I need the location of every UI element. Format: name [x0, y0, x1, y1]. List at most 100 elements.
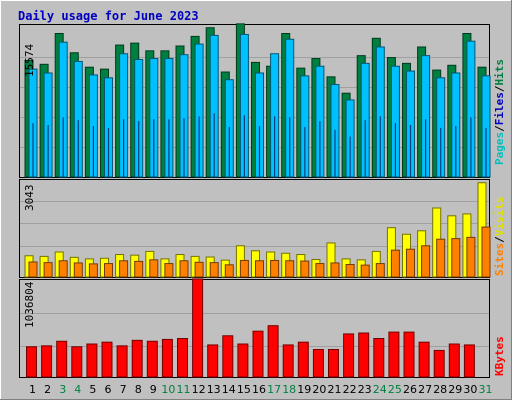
side-legend-label: Hits [493, 59, 506, 86]
day-label: 4 [74, 383, 81, 396]
sites-bar [436, 238, 446, 278]
sites-bar [73, 262, 83, 278]
kbytes-bars [26, 278, 475, 378]
sites-bar [451, 238, 461, 278]
side-legend-label: / [493, 236, 506, 243]
day-label: 17 [267, 383, 281, 396]
kbytes-bar [41, 345, 53, 378]
kbytes-side-legend: KBytes [493, 336, 506, 376]
day-label: 29 [448, 383, 462, 396]
usage-bars [24, 23, 491, 178]
visits-ymax-label: 3043 [23, 185, 36, 212]
kbytes-bar [312, 349, 324, 378]
side-legend-label: / [493, 85, 506, 92]
kbytes-bar [116, 345, 128, 378]
day-label: 3 [59, 383, 66, 396]
usage-ymax-label: 15574 [23, 44, 36, 77]
sites-bar [239, 259, 249, 278]
visits-bars [24, 182, 491, 278]
kbytes-bar [56, 340, 68, 378]
visits-side-legend: Sites/Visits [493, 197, 506, 277]
day-label: 1 [29, 383, 36, 396]
day-label: 26 [403, 383, 417, 396]
side-legend-label: Sites [493, 243, 506, 276]
kbytes-bar [177, 338, 188, 378]
day-label: 7 [120, 383, 127, 396]
kbytes-bar [297, 341, 309, 378]
sites-bar [421, 245, 431, 278]
sites-bar [481, 226, 491, 278]
day-label: 27 [418, 383, 432, 396]
kbytes-bar [388, 331, 400, 378]
kbytes-bar [146, 340, 158, 378]
chart-title: Daily usage for June 2023 [18, 9, 199, 23]
day-label: 11 [177, 383, 191, 396]
day-label: 15 [237, 383, 251, 396]
kbytes-bar [237, 343, 249, 378]
day-label: 9 [150, 383, 157, 396]
kbytes-bar [192, 278, 204, 378]
kbytes-ymax-label: 1036804 [23, 281, 36, 328]
kbytes-bar [26, 346, 37, 378]
day-label: 10 [161, 383, 175, 396]
day-label: 6 [105, 383, 112, 396]
kbytes-bar [252, 330, 264, 378]
day-label: 14 [222, 383, 236, 396]
kbytes-bar [222, 335, 234, 378]
sites-bar [134, 260, 144, 278]
kbytes-bar [101, 341, 113, 378]
day-label: 12 [192, 383, 206, 396]
day-label: 16 [252, 383, 266, 396]
usage-side-legend: Pages/Files/Hits [493, 59, 506, 165]
sites-bar [255, 260, 264, 278]
day-label: 5 [89, 383, 96, 396]
sites-bar [119, 260, 129, 278]
kbytes-bar [463, 344, 475, 378]
kbytes-bar [282, 344, 294, 378]
sites-bar [345, 264, 355, 278]
sites-bar [466, 236, 476, 278]
sites-bar [390, 249, 400, 278]
kbytes-bar [267, 325, 279, 378]
sites-bar [285, 260, 295, 278]
sites-bar [179, 260, 189, 278]
kbytes-bar [161, 338, 173, 378]
day-label: 21 [328, 383, 342, 396]
sites-bar [224, 264, 234, 278]
sites-bar [164, 263, 174, 278]
sites-bar [28, 261, 38, 278]
kbytes-bar [418, 341, 430, 378]
kbytes-bar [403, 331, 415, 378]
day-label: 18 [282, 383, 296, 396]
kbytes-bar [71, 346, 83, 378]
day-label: 20 [312, 383, 326, 396]
day-label: 23 [358, 383, 372, 396]
sites-bar [300, 260, 310, 278]
sites-bar [330, 262, 340, 278]
day-label: 8 [135, 383, 142, 396]
sites-bar [149, 259, 159, 278]
kbytes-bar [86, 343, 98, 378]
sites-bar [270, 259, 280, 278]
day-label: 25 [388, 383, 402, 396]
sites-bar [315, 263, 325, 278]
sites-bar [375, 263, 385, 278]
day-label: 30 [463, 383, 477, 396]
sites-bar [209, 262, 219, 278]
day-label: 13 [207, 383, 221, 396]
side-legend-label: Visits [493, 197, 506, 237]
day-label: 2 [44, 383, 51, 396]
sites-bar [88, 263, 98, 278]
x-axis-day-labels: 1 2 3 4 5 6 7 8 9 10 11 12 13 14 15 16 17 18 19 20 21 22 23 24 2… [29, 383, 493, 396]
sites-bar [194, 261, 204, 278]
kbytes-bar [373, 338, 385, 378]
kbytes-bar [131, 339, 143, 378]
sites-bar [58, 260, 68, 278]
sites-bar [104, 263, 113, 278]
day-label: 22 [343, 383, 357, 396]
side-legend-label: KBytes [493, 336, 506, 376]
kbytes-bar [343, 333, 355, 378]
sites-bar [360, 264, 370, 278]
kbytes-bar [448, 343, 460, 378]
